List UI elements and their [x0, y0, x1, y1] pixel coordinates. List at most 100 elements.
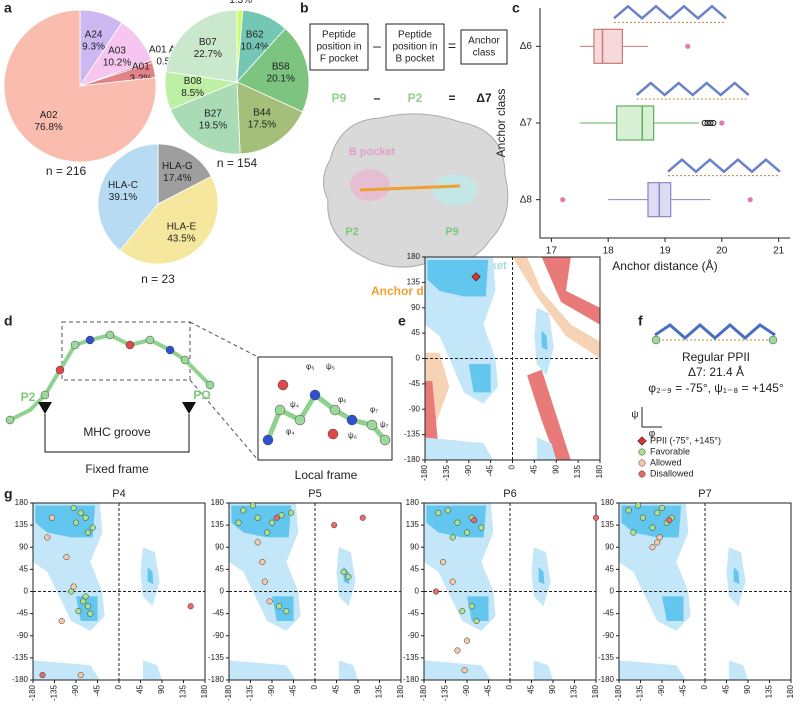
label: Local frame [295, 468, 358, 482]
point [461, 667, 468, 674]
point [63, 554, 70, 561]
point [261, 578, 268, 585]
label: P9 [445, 226, 458, 238]
slice-label: A01 [132, 61, 150, 72]
box-text: Anchor [468, 36, 500, 47]
point [240, 507, 247, 514]
x-tick-label: 90 [353, 684, 362, 693]
plot-title: P6 [503, 488, 516, 500]
angle-label: ψ₆ [348, 431, 357, 440]
box [385, 23, 445, 71]
x-tick-label: 21 [773, 246, 785, 257]
box-text: position in [392, 42, 437, 53]
favorable-region [541, 330, 548, 351]
point [82, 593, 89, 600]
slice-value: 22.7% [194, 49, 222, 60]
y-tick-label: 0 [610, 587, 615, 596]
anchor-marker [182, 402, 196, 414]
slice-label: A24 [85, 30, 103, 41]
allowed-region [619, 660, 686, 680]
y-tick-label: 0 [415, 587, 420, 596]
slice-value: 19.5% [199, 120, 227, 131]
slice-label: B08 [184, 76, 202, 87]
point [264, 529, 271, 536]
y-tick-label: 135 [601, 520, 615, 529]
y-tick-label: 135 [407, 277, 421, 286]
point [592, 514, 600, 521]
label: Fixed frame [85, 462, 149, 476]
slice-label: A01 A03 [149, 45, 187, 56]
point [459, 608, 466, 615]
favorable-region [733, 566, 740, 585]
peptide-model [667, 158, 781, 174]
y-tick-label: 135 [211, 520, 225, 529]
x-tick-label: -45 [93, 684, 102, 696]
legend-label: Allowed [650, 457, 682, 467]
slice-label: B44 [253, 108, 271, 119]
anchor-atom [768, 335, 778, 345]
legend-marker [638, 459, 646, 467]
angle-label: φ₆ [338, 395, 346, 404]
y-tick-label: 135 [15, 520, 29, 529]
point [254, 539, 261, 546]
slice-label: B27 [204, 108, 222, 119]
x-tick-label: -90 [464, 464, 473, 476]
x-tick-label: 17 [546, 246, 558, 257]
y-tick-label: -45 [212, 609, 224, 618]
panel-f: Regular PPII Δ7: 21.4 Å φ₂₋₉ = -75°, ψ₁₋… [648, 323, 784, 395]
point [77, 509, 84, 516]
label: Δ7: 21.4 Å [688, 364, 744, 379]
point [254, 514, 261, 521]
panel-label: d [4, 313, 13, 329]
x-tick-label: -180 [28, 684, 37, 701]
point [49, 514, 56, 521]
regions [619, 503, 748, 680]
pie-slice [165, 9, 238, 83]
label: Regular PPII [682, 350, 750, 364]
angle-label: ψ₇ [380, 420, 389, 429]
box-text: Peptide [322, 30, 356, 41]
point [276, 603, 283, 610]
flier [560, 197, 566, 203]
y-tick-label: 90 [411, 303, 420, 312]
point [432, 588, 439, 595]
y-tick-label: 180 [406, 498, 420, 507]
x-tick-label: 90 [551, 464, 560, 473]
anchor-marker [38, 402, 52, 414]
panel-d: P2 PΩ MHC groove Fixed frame φ₅ ψ₅ φ₄ ψ₄… [5, 321, 393, 482]
allowed-region [425, 437, 494, 460]
groove-frame [44, 414, 190, 453]
angle-label: φ₇ [370, 405, 378, 414]
slice-label: B62 [246, 30, 264, 41]
allowed-region [728, 660, 748, 680]
point [187, 603, 194, 610]
allowed-region [533, 660, 553, 680]
label: P2 [345, 226, 358, 238]
operator: – [373, 38, 381, 54]
y-tick-label: -45 [408, 379, 420, 388]
slice-label: HLA-C [108, 180, 138, 191]
y-tick-label: 45 [215, 564, 224, 573]
plot-title: P7 [698, 488, 711, 500]
point [72, 519, 80, 526]
x-tick-label: -90 [71, 684, 80, 696]
pie-slice [236, 81, 304, 155]
x-tick-label: -180 [614, 684, 623, 701]
y-tick-label: -135 [403, 653, 420, 662]
flier [747, 197, 753, 203]
point [80, 598, 87, 605]
y-tick-label: 180 [15, 498, 29, 507]
point [625, 507, 632, 514]
protein-surface [323, 113, 509, 268]
y-tick-label: -90 [16, 631, 28, 640]
x-tick-label: 0 [114, 684, 123, 689]
point [70, 583, 77, 590]
legend-marker [638, 470, 646, 478]
x-tick-label: -45 [484, 684, 493, 696]
y-tick-label: 0 [24, 587, 29, 596]
allowed-region [424, 660, 491, 680]
favorable-region [427, 259, 489, 297]
flier [710, 119, 717, 127]
disallowed-region [541, 257, 600, 325]
legend-marker [638, 448, 646, 456]
